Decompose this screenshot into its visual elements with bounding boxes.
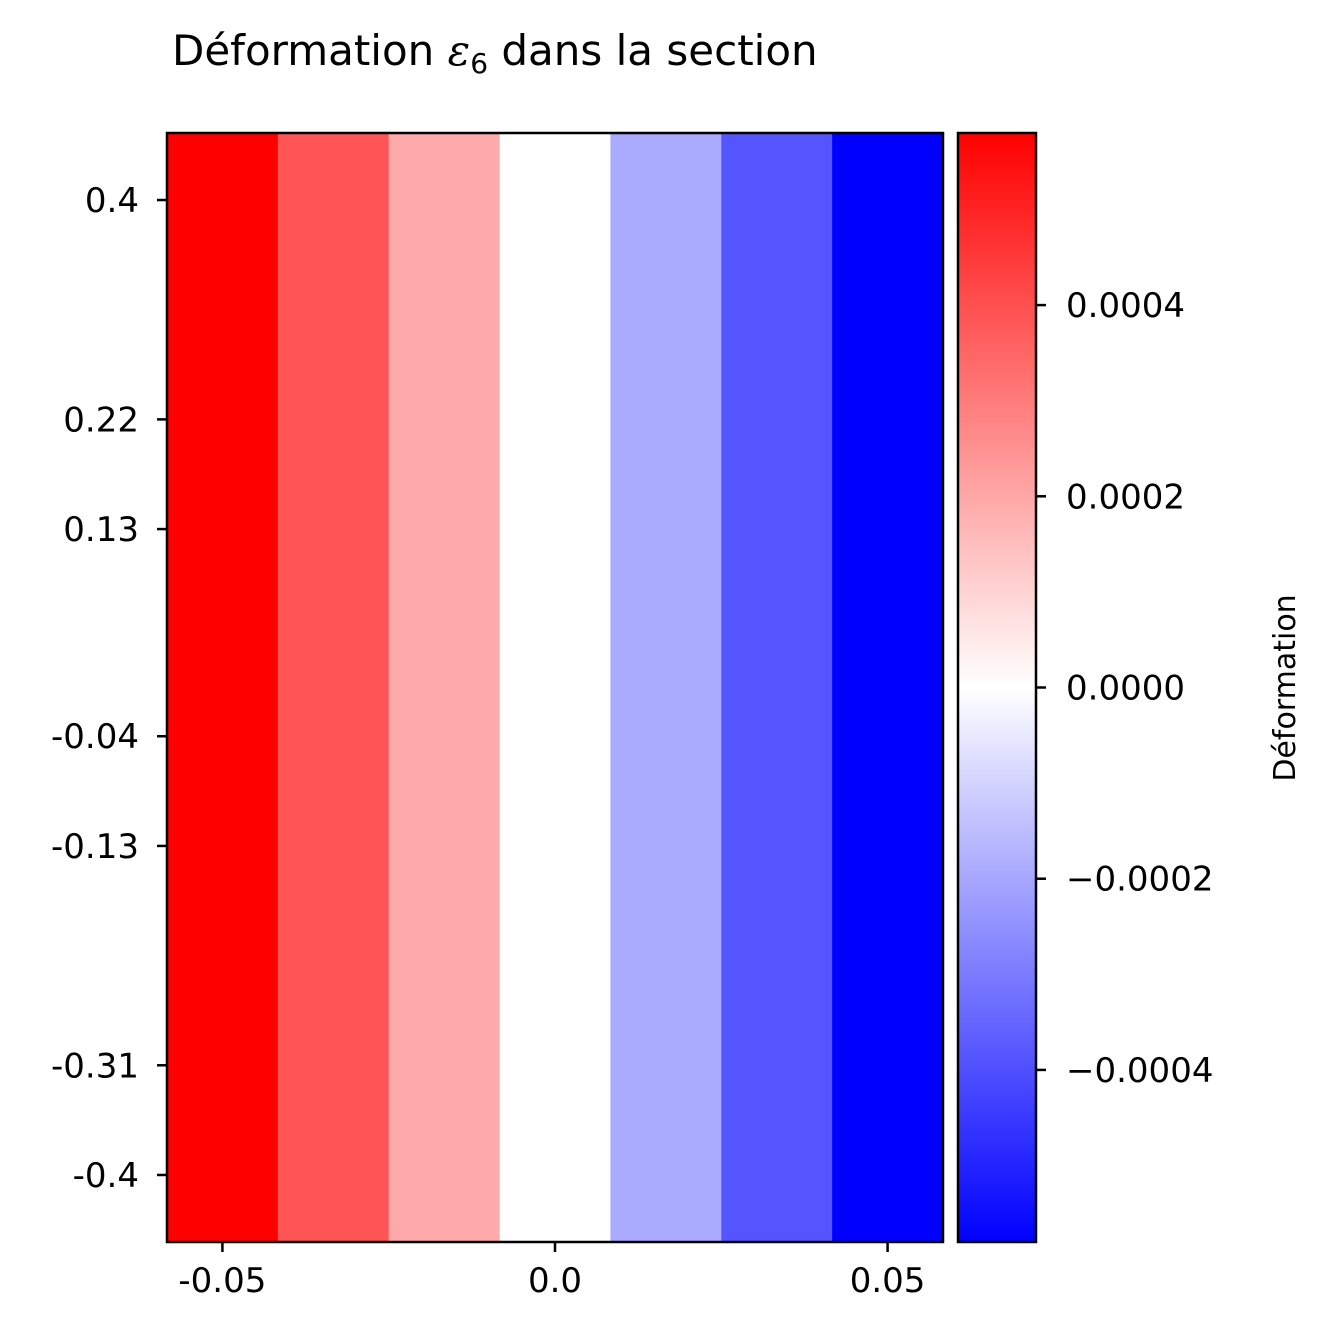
colorbar-tick-label-5: −0.0004 [1066, 1051, 1213, 1091]
heatmap-column-1 [167, 133, 279, 1242]
y-tick-label-6: -0.31 [51, 1046, 139, 1086]
colorbar-tick-label-4: −0.0002 [1066, 860, 1213, 900]
colorbar [956, 131, 1038, 1244]
title-prefix: Déformation [172, 26, 448, 75]
x-tick-label-3: 0.05 [850, 1261, 926, 1301]
colorbar-axis: 0.0004 0.0002 0.0000 −0.0002 −0.0004 [1036, 286, 1213, 1091]
colorbar-tick-label-1: 0.0004 [1066, 286, 1185, 326]
y-tick-label-5: -0.13 [51, 827, 139, 867]
title-suffix: dans la section [488, 26, 818, 75]
x-tick-label-2: 0.0 [528, 1261, 582, 1301]
colorbar-tick-label-2: 0.0002 [1066, 477, 1185, 517]
heatmap-column-5 [610, 133, 722, 1242]
heatmap-column-6 [721, 133, 833, 1242]
chart-title: Déformation ε6 dans la section [172, 30, 818, 78]
colorbar-label: Déformation [1268, 594, 1303, 781]
y-tick-label-4: -0.04 [51, 717, 139, 757]
y-tick-label-3: 0.13 [63, 510, 139, 550]
title-subscript: 6 [470, 47, 489, 80]
title-epsilon-symbol: ε [447, 26, 471, 75]
heatmap-column-3 [388, 133, 501, 1242]
y-tick-label-2: 0.22 [63, 400, 139, 440]
heatmap-column-2 [277, 133, 390, 1242]
y-axis: 0.4 0.22 0.13 -0.04 -0.13 -0.31 -0.4 [51, 181, 167, 1196]
y-tick-label-1: 0.4 [85, 181, 139, 221]
heatmap-column-7 [832, 133, 944, 1242]
x-tick-label-1: -0.05 [178, 1261, 266, 1301]
colorbar-tick-label-3: 0.0000 [1066, 669, 1185, 709]
x-axis: -0.05 0.0 0.05 [178, 1242, 925, 1301]
heatmap-column-4 [499, 133, 612, 1242]
heatmap-cells [167, 133, 944, 1242]
y-tick-label-7: -0.4 [73, 1156, 139, 1196]
